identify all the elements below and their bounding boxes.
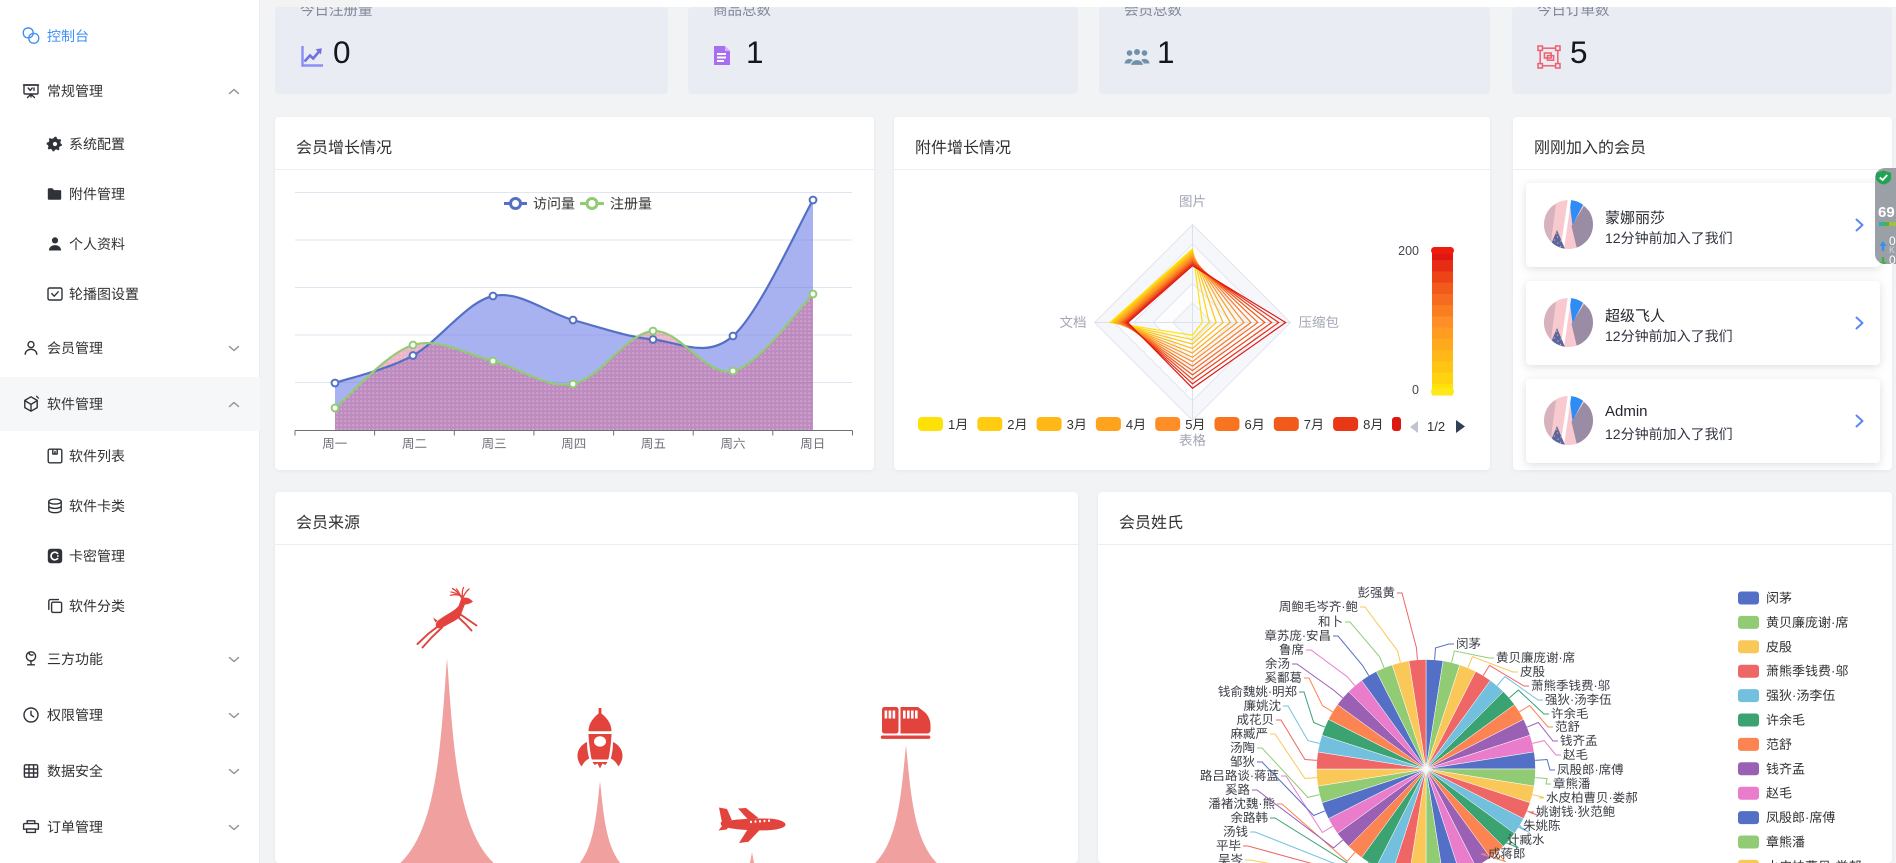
svg-text:平毕: 平毕 (1216, 839, 1241, 853)
svg-text:计臧水: 计臧水 (1507, 833, 1545, 847)
svg-text:皮殷: 皮殷 (1520, 665, 1546, 679)
svg-text:汤陶: 汤陶 (1230, 741, 1255, 755)
svg-text:水皮柏曹贝·娄郝: 水皮柏曹贝·娄郝 (1766, 859, 1861, 863)
svg-text:周四: 周四 (561, 437, 586, 451)
svg-text:200: 200 (1398, 244, 1419, 258)
svg-text:赵毛: 赵毛 (1766, 786, 1792, 801)
svg-text:章苏庞·安昌: 章苏庞·安昌 (1264, 629, 1331, 643)
svg-text:表格: 表格 (1179, 433, 1207, 448)
svg-text:潘褚沈魏·熊: 潘褚沈魏·熊 (1208, 797, 1275, 811)
svg-text:闵茅: 闵茅 (1766, 591, 1792, 606)
svg-text:章熊潘: 章熊潘 (1766, 835, 1805, 850)
svg-text:廉姚沈: 廉姚沈 (1243, 699, 1281, 713)
svg-text:奚路: 奚路 (1225, 783, 1251, 797)
svg-text:强狄·汤李伍: 强狄·汤李伍 (1545, 693, 1612, 707)
svg-text:汤钱: 汤钱 (1223, 825, 1248, 839)
svg-text:朱姚陈: 朱姚陈 (1523, 819, 1561, 833)
svg-text:0: 0 (1412, 383, 1419, 397)
svg-text:钱齐孟: 钱齐孟 (1766, 761, 1805, 776)
svg-text:余路韩: 余路韩 (1230, 811, 1268, 825)
svg-text:周六: 周六 (720, 437, 745, 451)
svg-text:图片: 图片 (1179, 194, 1206, 209)
svg-text:成蒋郎: 成蒋郎 (1488, 847, 1526, 861)
svg-text:范舒: 范舒 (1766, 737, 1792, 752)
svg-text:周日: 周日 (800, 437, 825, 451)
svg-text:压缩包: 压缩包 (1299, 315, 1340, 330)
svg-text:周一: 周一 (322, 437, 347, 451)
svg-text:成花贝: 成花贝 (1236, 713, 1274, 727)
svg-text:姚谢钱·狄范鲍: 姚谢钱·狄范鲍 (1536, 805, 1616, 819)
svg-text:吴岑: 吴岑 (1218, 853, 1244, 863)
svg-text:1/2: 1/2 (1427, 419, 1445, 434)
svg-text:凤殷郎·席傅: 凤殷郎·席傅 (1766, 810, 1835, 825)
svg-text:3月: 3月 (1067, 417, 1087, 432)
svg-text:黄贝廉庞谢·席: 黄贝廉庞谢·席 (1766, 615, 1848, 630)
svg-text:4月: 4月 (1126, 417, 1146, 432)
svg-text:麻臧严: 麻臧严 (1230, 727, 1268, 741)
svg-text:1月: 1月 (948, 417, 968, 432)
svg-text:皮殷: 皮殷 (1766, 639, 1792, 654)
svg-text:章熊潘: 章熊潘 (1553, 777, 1591, 791)
svg-text:周三: 周三 (482, 437, 507, 451)
svg-text:凤殷郎·席傅: 凤殷郎·席傅 (1557, 763, 1624, 777)
svg-text:钱齐孟: 钱齐孟 (1560, 734, 1598, 748)
svg-text:许余毛: 许余毛 (1551, 707, 1589, 721)
svg-text:路吕路谈·蒋蓝: 路吕路谈·蒋蓝 (1200, 769, 1279, 783)
svg-text:5月: 5月 (1185, 417, 1205, 432)
svg-text:闵茅: 闵茅 (1456, 637, 1481, 651)
svg-text:周鲍毛岑齐·鲍: 周鲍毛岑齐·鲍 (1279, 600, 1359, 614)
svg-text:赵毛: 赵毛 (1563, 748, 1589, 762)
svg-text:周五: 周五 (641, 437, 666, 451)
svg-text:访问量: 访问量 (533, 196, 575, 212)
svg-text:彭强黄: 彭强黄 (1357, 586, 1395, 600)
svg-text:8月: 8月 (1363, 417, 1383, 432)
svg-text:萧熊季钱费·邬: 萧熊季钱费·邬 (1766, 664, 1848, 679)
svg-text:和卜: 和卜 (1318, 615, 1343, 629)
svg-text:水皮柏曹贝·娄郝: 水皮柏曹贝·娄郝 (1546, 791, 1638, 805)
svg-text:范舒: 范舒 (1555, 720, 1580, 734)
svg-text:钱俞魏姚·明郑: 钱俞魏姚·明郑 (1218, 685, 1298, 699)
svg-text:余汤: 余汤 (1265, 657, 1290, 671)
svg-text:周二: 周二 (402, 437, 427, 451)
svg-text:7月: 7月 (1304, 417, 1324, 432)
svg-text:许余毛: 许余毛 (1766, 713, 1805, 728)
svg-text:黄贝廉庞谢·席: 黄贝廉庞谢·席 (1496, 651, 1575, 665)
svg-text:鲁席: 鲁席 (1279, 643, 1304, 657)
svg-text:6月: 6月 (1245, 417, 1265, 432)
svg-text:2月: 2月 (1007, 417, 1027, 432)
svg-text:强狄·汤李伍: 强狄·汤李伍 (1766, 688, 1835, 703)
svg-text:萧熊季钱费·邬: 萧熊季钱费·邬 (1531, 679, 1610, 693)
svg-text:文档: 文档 (1060, 315, 1087, 330)
svg-text:奚鄱葛: 奚鄱葛 (1264, 671, 1302, 685)
svg-text:邹狄: 邹狄 (1230, 755, 1255, 769)
svg-text:注册量: 注册量 (610, 196, 652, 212)
